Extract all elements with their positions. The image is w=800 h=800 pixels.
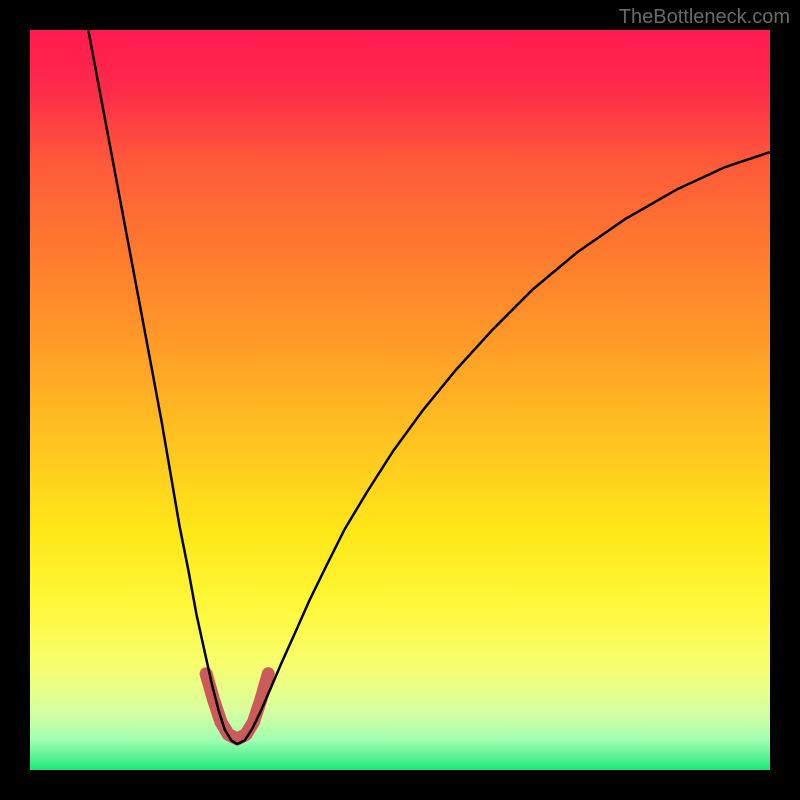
curves-layer (30, 30, 770, 770)
plot-area (30, 30, 770, 770)
watermark-text: TheBottleneck.com (619, 6, 790, 29)
bottleneck-curve (86, 30, 771, 744)
trough-highlight (206, 674, 268, 739)
